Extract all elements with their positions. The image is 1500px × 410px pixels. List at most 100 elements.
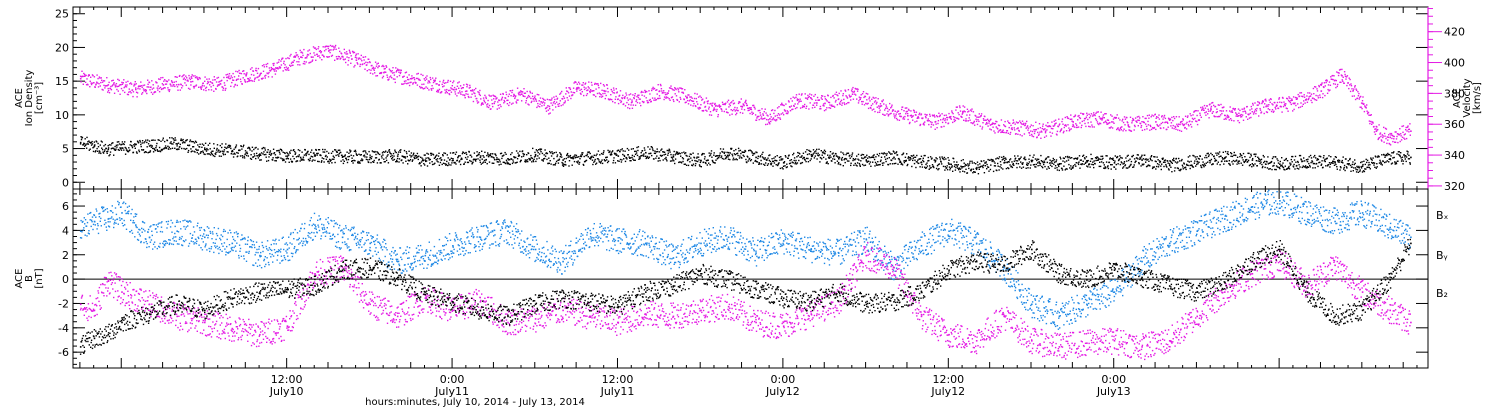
density-point [594,160,596,162]
velocity-point [611,90,613,93]
velocity-point [96,74,98,76]
density-point [495,154,497,157]
velocity-point [1399,128,1401,130]
density-point [688,155,691,158]
velocity-point [1228,116,1230,118]
velocity-point [803,105,805,108]
velocity-point [780,104,782,106]
velocity-data-point [1072,121,1074,123]
velocity-point [1357,95,1360,97]
velocity-point [689,99,691,101]
density-point [460,157,463,159]
density-point [251,150,253,152]
velocity-point [374,61,377,63]
velocity-point [781,104,783,106]
velocity-point [176,76,178,78]
velocity-point [1058,124,1060,126]
velocity-point [848,94,850,96]
velocity-point [446,92,448,94]
velocity-point [555,101,558,103]
density-point [532,159,534,162]
velocity-point [779,118,782,120]
velocity-point [1259,107,1261,110]
velocity-point [395,71,397,73]
density-point [838,162,840,164]
density-point [249,149,251,151]
density-point [93,146,95,148]
velocity-point [1255,112,1257,115]
velocity-point [874,110,876,113]
velocity-point [184,79,187,81]
velocity-point [1326,92,1329,94]
density-point [680,162,683,164]
density-point [161,149,163,152]
velocity-point [543,98,545,101]
density-point [475,160,477,162]
density-point [384,161,386,163]
density-point [413,157,416,160]
density-point [904,160,906,162]
velocity-point [307,50,309,52]
velocity-point [1390,134,1392,136]
density-point [647,146,649,148]
density-point [212,150,214,152]
density-point [417,156,419,158]
velocity-point [166,80,169,83]
density-point [115,144,118,146]
velocity-point [158,78,160,80]
velocity-point [311,56,313,58]
velocity-point [771,109,774,111]
velocity-point [721,101,724,103]
velocity-point [246,72,248,74]
velocity-point [666,92,668,94]
velocity-point [1200,116,1202,118]
velocity-point [389,76,391,78]
density-point [511,152,513,154]
density-point [957,164,959,166]
velocity-point [684,101,686,104]
velocity-point [1369,114,1371,116]
velocity-point [594,83,596,85]
velocity-point [1023,122,1025,125]
density-point [171,147,174,149]
velocity-point [1367,111,1370,114]
density-point [227,144,230,147]
velocity-point [933,114,935,116]
velocity-point [1173,117,1176,120]
density-point [335,150,338,153]
density-point [815,152,817,155]
velocity-point [809,102,811,104]
density-point [520,159,522,162]
velocity-point [100,77,102,79]
velocity-point [483,100,486,103]
density-point [282,159,284,162]
velocity-point [90,83,93,86]
density-point [597,158,599,160]
density-point [131,146,134,149]
density-point [794,161,797,164]
velocity-point [277,67,279,69]
density-point [213,143,215,145]
density-point [671,157,674,159]
velocity-point [228,73,231,75]
velocity-point [428,80,430,82]
density-point [905,160,907,162]
velocity-point [1071,120,1073,122]
density-point [828,157,831,159]
density-point [788,162,791,165]
density-point [197,149,199,151]
density-point [386,151,389,153]
velocity-point [1261,101,1264,103]
velocity-point [961,116,963,118]
velocity-data-point [300,56,302,58]
velocity-point [566,90,568,92]
density-point [880,159,882,161]
velocity-point [204,87,207,89]
velocity-point [932,115,934,117]
velocity-point [128,91,130,93]
density-point [678,152,680,154]
velocity-point [206,78,208,80]
velocity-point [1101,119,1103,121]
velocity-point [136,96,138,98]
velocity-point [865,92,867,95]
